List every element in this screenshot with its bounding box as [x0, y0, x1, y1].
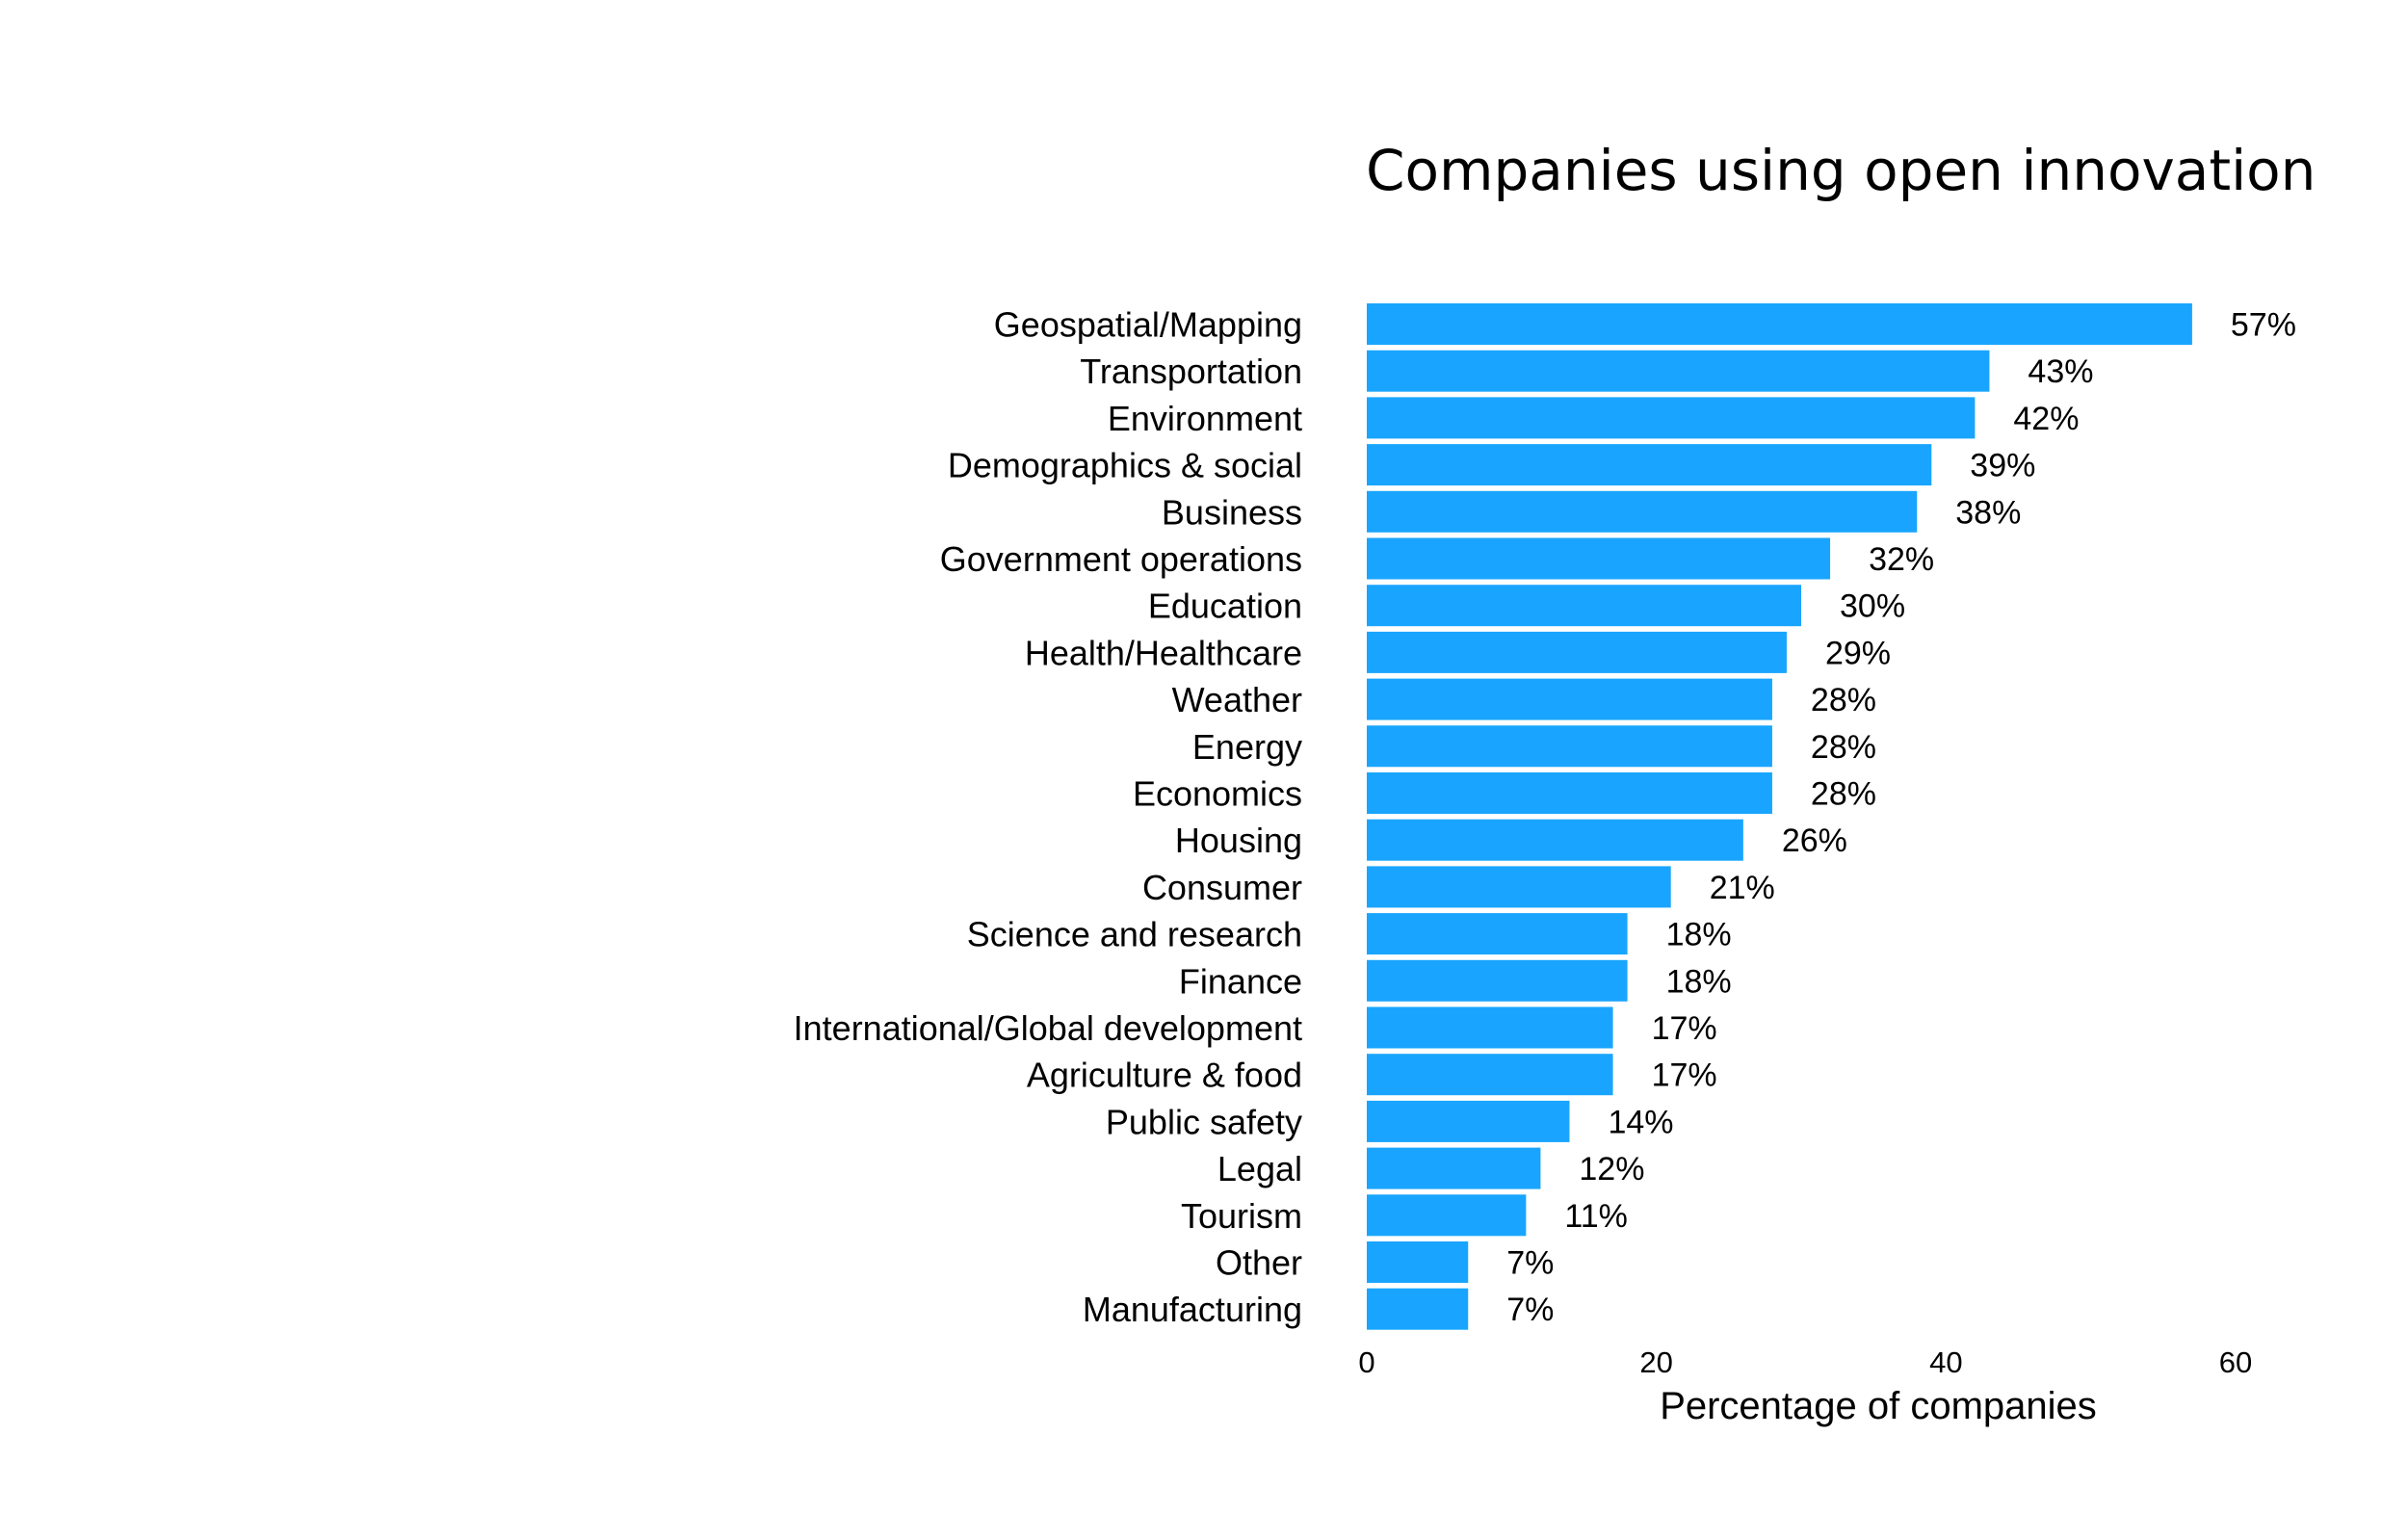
category-label-business: Business	[1162, 492, 1302, 532]
bar-international-global-development	[1367, 1006, 1613, 1049]
category-label-tourism: Tourism	[1181, 1196, 1302, 1236]
bar-science-and-research	[1367, 913, 1628, 955]
category-label-health-healthcare: Health/Healthcare	[1025, 633, 1302, 672]
value-label-housing: 26%	[1782, 822, 1847, 859]
bar-government-operations	[1367, 537, 1831, 580]
bar-housing	[1367, 819, 1743, 861]
bar-economics	[1367, 772, 1772, 814]
value-label-public-safety: 14%	[1608, 1104, 1673, 1140]
value-label-science-and-research: 18%	[1666, 917, 1732, 953]
category-label-housing: Housing	[1175, 821, 1302, 860]
bar-public-safety	[1367, 1100, 1570, 1142]
bar-tourism	[1367, 1194, 1527, 1237]
value-label-international-global-development: 17%	[1652, 1010, 1717, 1047]
value-label-agriculture-food: 17%	[1652, 1057, 1717, 1094]
value-labels: 57% 43% 42% 39% 38% 32% 30% 29% 28% 28% 28% 26%21% 1…	[1506, 307, 2296, 1329]
category-label-government-operations: Government operations	[940, 539, 1302, 579]
value-label-health-healthcare: 29%	[1825, 635, 1891, 671]
value-label-geospatial-mapping: 57%	[2231, 307, 2296, 344]
category-label-energy: Energy	[1192, 727, 1302, 767]
category-label-manufacturing: Manufacturing	[1083, 1290, 1302, 1329]
category-label-other: Other	[1216, 1243, 1302, 1283]
bar-legal	[1367, 1147, 1541, 1189]
value-label-demographics-social: 39%	[1970, 448, 2035, 484]
value-label-energy: 28%	[1811, 729, 1876, 766]
bar-agriculture-food	[1367, 1054, 1613, 1096]
value-label-tourism: 11%	[1564, 1198, 1628, 1235]
bar-demographics-social	[1367, 444, 1932, 486]
category-label-weather: Weather	[1172, 680, 1302, 719]
bars-group	[1367, 303, 2192, 1330]
bar-manufacturing	[1367, 1288, 1469, 1330]
value-label-business: 38%	[1955, 494, 2021, 531]
category-label-international-global-development: International/Global development	[794, 1008, 1302, 1048]
value-label-consumer: 21%	[1710, 870, 1775, 906]
category-label-consumer: Consumer	[1142, 868, 1302, 907]
x-tick-label-40: 40	[1929, 1345, 1962, 1379]
bar-business	[1367, 490, 1918, 533]
category-label-demographics-social: Demographics & social	[948, 446, 1302, 485]
bar-other	[1367, 1241, 1469, 1283]
value-label-transportation: 43%	[2028, 353, 2093, 390]
category-label-geospatial-mapping: Geospatial/Mapping	[994, 305, 1302, 345]
bar-consumer	[1367, 866, 1671, 908]
value-label-economics: 28%	[1811, 776, 1876, 813]
x-tick-label-60: 60	[2219, 1345, 2252, 1379]
bar-environment	[1367, 397, 1976, 439]
category-label-agriculture-food: Agriculture & food	[1027, 1056, 1302, 1095]
bar-energy	[1367, 725, 1772, 768]
x-tick-label-20: 20	[1639, 1345, 1672, 1379]
category-label-legal: Legal	[1217, 1149, 1302, 1188]
x-axis-ticks: 0 20 40 60	[1358, 1345, 2252, 1379]
category-label-finance: Finance	[1179, 961, 1302, 1001]
x-axis-label: Percentage of companies	[1660, 1385, 2097, 1427]
bar-health-healthcare	[1367, 631, 1787, 673]
value-label-finance: 18%	[1666, 963, 1732, 1000]
bar-finance	[1367, 959, 1628, 1002]
category-label-science-and-research: Science and research	[967, 915, 1302, 954]
category-label-education: Education	[1148, 587, 1302, 626]
value-label-environment: 42%	[2013, 401, 2079, 437]
bar-geospatial-mapping	[1367, 303, 2192, 345]
value-label-legal: 12%	[1579, 1151, 1644, 1188]
chart-title: Companies using open innovation	[1366, 138, 2316, 203]
value-label-education: 30%	[1840, 588, 1905, 625]
bar-education	[1367, 585, 1801, 627]
category-label-environment: Environment	[1108, 399, 1302, 438]
x-tick-label-0: 0	[1358, 1345, 1374, 1379]
category-label-transportation: Transportation	[1080, 352, 1302, 391]
category-label-public-safety: Public safety	[1106, 1102, 1302, 1141]
bar-transportation	[1367, 350, 1990, 392]
bar-weather	[1367, 678, 1772, 720]
category-labels: Geospatial/Mapping Transportation Environm…	[794, 305, 1302, 1330]
value-label-other: 7%	[1506, 1245, 1554, 1282]
category-label-economics: Economics	[1133, 774, 1302, 814]
value-label-government-operations: 32%	[1869, 541, 1934, 578]
value-label-manufacturing: 7%	[1506, 1292, 1554, 1328]
value-label-weather: 28%	[1811, 682, 1876, 718]
